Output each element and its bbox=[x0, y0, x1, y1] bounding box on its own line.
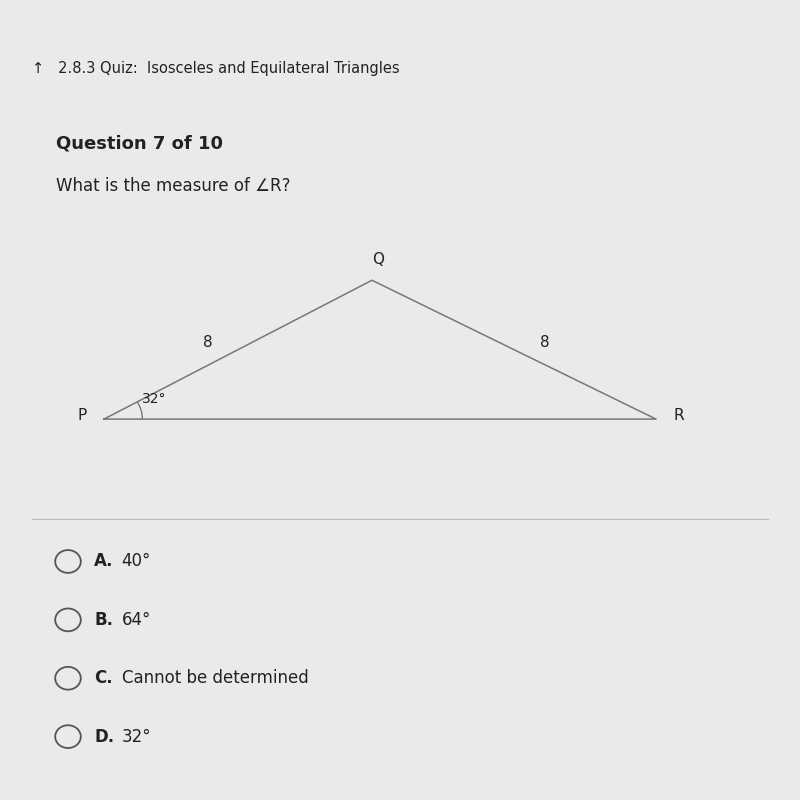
Text: 8: 8 bbox=[539, 335, 550, 350]
Text: ↑   2.8.3 Quiz:  Isosceles and Equilateral Triangles: ↑ 2.8.3 Quiz: Isosceles and Equilateral … bbox=[32, 61, 400, 76]
Text: Question 7 of 10: Question 7 of 10 bbox=[56, 134, 223, 152]
Text: R: R bbox=[674, 408, 684, 423]
Text: A.: A. bbox=[94, 553, 114, 570]
Text: 40°: 40° bbox=[122, 553, 151, 570]
Text: C.: C. bbox=[94, 670, 113, 687]
Text: Q: Q bbox=[373, 253, 385, 267]
Text: Cannot be determined: Cannot be determined bbox=[122, 670, 308, 687]
Text: P: P bbox=[77, 408, 86, 423]
Text: What is the measure of ∠R?: What is the measure of ∠R? bbox=[56, 177, 290, 195]
Text: 32°: 32° bbox=[142, 392, 167, 406]
Text: 32°: 32° bbox=[122, 728, 151, 746]
Text: 64°: 64° bbox=[122, 611, 151, 629]
Text: 8: 8 bbox=[202, 335, 213, 350]
Text: D.: D. bbox=[94, 728, 114, 746]
Text: B.: B. bbox=[94, 611, 114, 629]
